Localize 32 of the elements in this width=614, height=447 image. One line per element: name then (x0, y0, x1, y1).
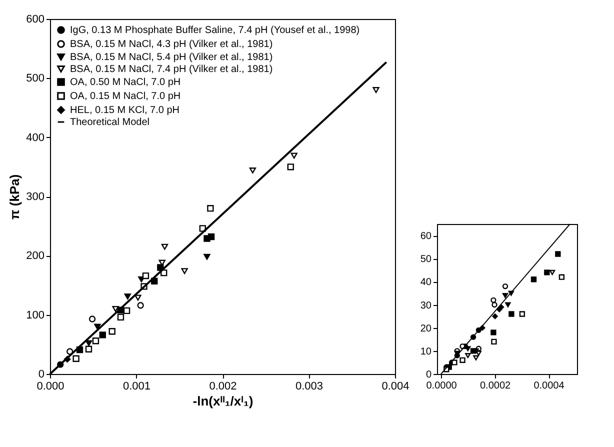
legend-label: OA, 0.15 M NaCl, 7.0 pH (70, 91, 181, 102)
legend-label: OA, 0.50 M NaCl, 7.0 pH (70, 77, 181, 88)
x-tick-label: 0.002 (209, 380, 237, 392)
x-axis-title: -ln(xᴵᴵ₁/xᴵ₁) (192, 394, 254, 408)
y-tick-label: 600 (26, 14, 44, 26)
y-tick-label: 40 (420, 277, 432, 288)
y-tick-label: 20 (420, 323, 432, 334)
y-tick-label: 200 (26, 250, 44, 262)
x-tick-label: 0.004 (382, 380, 410, 392)
y-tick-label: 500 (26, 72, 44, 85)
x-tick-label: 0.0004 (534, 380, 565, 392)
y-axis-title: π (kPa) (7, 174, 22, 220)
legend-label: BSA, 0.15 M NaCl, 5.4 pH (Vilker et al., 1981) (70, 52, 273, 63)
y-tick-label: 300 (26, 191, 44, 203)
y-tick-label: 30 (420, 300, 432, 312)
legend-label: BSA, 0.15 M NaCl, 4.3 pH (Vilker et al., 1981) (70, 39, 273, 50)
y-tick-label: 400 (26, 132, 44, 144)
y-tick-label: 0 (426, 370, 432, 380)
y-tick-label: 100 (26, 309, 44, 322)
y-tick-label: 50 (420, 254, 432, 266)
legend-label: Theoretical Model (70, 117, 150, 128)
x-tick-label: 0.001 (122, 380, 151, 392)
y-tick-label: 10 (420, 346, 432, 358)
x-tick-label: 0.0002 (480, 380, 511, 392)
x-tick-label: 0.000 (36, 380, 64, 392)
y-tick-label: 60 (420, 231, 432, 242)
x-tick-label: 0.0000 (426, 380, 458, 392)
y-tick-label: 0 (38, 368, 44, 380)
legend-label: BSA, 0.15 M NaCl, 7.4 pH (Vilker et al., 1981) (70, 64, 273, 75)
legend-label: HEL, 0.15 M KCl, 7.0 pH (70, 105, 180, 116)
x-tick-label: 0.003 (295, 380, 324, 392)
legend-label: IgG, 0.13 M Phosphate Buffer Saline, 7.4 pH (Yousef et al., 1998) (70, 25, 360, 36)
